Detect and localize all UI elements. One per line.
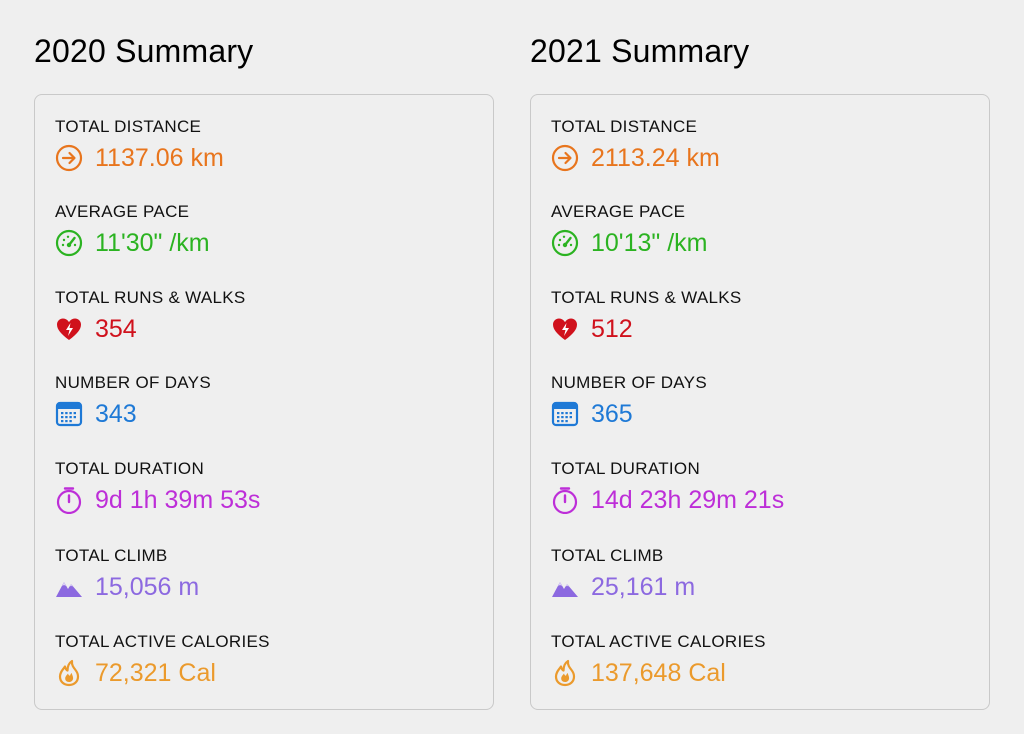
stat-value: 1137.06 km [95,144,224,172]
stat-total-runs-walks: TOTAL RUNS & WALKS 512 [551,288,971,343]
mountain-icon [551,572,581,602]
arrow-right-circle-icon [55,143,85,173]
calendar-icon [55,399,85,429]
stopwatch-icon [55,485,85,515]
stat-total-distance: TOTAL DISTANCE 1137.06 km [55,117,475,172]
stat-label: TOTAL DURATION [551,459,701,478]
stat-value: 343 [95,400,137,428]
stat-average-pace: AVERAGE PACE 11'30" /km [55,202,475,257]
heart-bolt-icon [55,314,85,344]
flame-icon [551,658,581,688]
stat-total-active-calories: TOTAL ACTIVE CALORIES 137,648 Cal [551,632,971,687]
summary-card: TOTAL DISTANCE 2113.24 km AVERAGE PACE 1… [530,94,990,710]
stat-label: TOTAL DURATION [55,459,205,478]
stat-label: TOTAL CLIMB [55,546,168,565]
stat-label: NUMBER OF DAYS [551,373,707,392]
stat-value: 137,648 Cal [591,659,726,687]
calendar-icon [551,399,581,429]
stat-total-runs-walks: TOTAL RUNS & WALKS 354 [55,288,475,343]
heart-bolt-icon [551,314,581,344]
stat-value: 9d 1h 39m 53s [95,486,261,514]
summary-title: 2020 Summary [34,33,254,69]
stat-value: 354 [95,315,137,343]
stat-label: TOTAL DISTANCE [551,117,698,136]
speedometer-icon [55,228,85,258]
mountain-icon [55,572,85,602]
stat-label: TOTAL ACTIVE CALORIES [55,632,270,651]
speedometer-icon [551,228,581,258]
stat-value: 72,321 Cal [95,659,216,687]
stat-label: AVERAGE PACE [55,202,190,221]
stat-number-of-days: NUMBER OF DAYS 343 [55,373,475,428]
stat-value: 10'13" /km [591,229,708,257]
stat-value: 15,056 m [95,573,200,601]
stat-value: 2113.24 km [591,144,720,172]
stat-label: TOTAL RUNS & WALKS [551,288,742,307]
flame-icon [55,658,85,688]
stat-total-active-calories: TOTAL ACTIVE CALORIES 72,321 Cal [55,632,475,687]
stat-total-climb: TOTAL CLIMB 25,161 m [551,546,971,601]
summary-title: 2021 Summary [530,33,750,69]
stat-number-of-days: NUMBER OF DAYS 365 [551,373,971,428]
stat-value: 14d 23h 29m 21s [591,486,785,514]
stat-value: 11'30" /km [95,229,210,257]
stat-label: TOTAL DISTANCE [55,117,202,136]
stat-label: TOTAL RUNS & WALKS [55,288,246,307]
stat-label: TOTAL CLIMB [551,546,664,565]
stat-label: AVERAGE PACE [551,202,686,221]
arrow-right-circle-icon [551,143,581,173]
stat-total-duration: TOTAL DURATION 9d 1h 39m 53s [55,459,475,514]
stat-total-distance: TOTAL DISTANCE 2113.24 km [551,117,971,172]
stat-total-duration: TOTAL DURATION 14d 23h 29m 21s [551,459,971,514]
stat-label: NUMBER OF DAYS [55,373,211,392]
stat-value: 365 [591,400,633,428]
stat-value: 512 [591,315,633,343]
summary-card: TOTAL DISTANCE 1137.06 km AVERAGE PACE 1… [34,94,494,710]
stopwatch-icon [551,485,581,515]
stat-label: TOTAL ACTIVE CALORIES [551,632,766,651]
stat-average-pace: AVERAGE PACE 10'13" /km [551,202,971,257]
stat-value: 25,161 m [591,573,696,601]
stat-total-climb: TOTAL CLIMB 15,056 m [55,546,475,601]
